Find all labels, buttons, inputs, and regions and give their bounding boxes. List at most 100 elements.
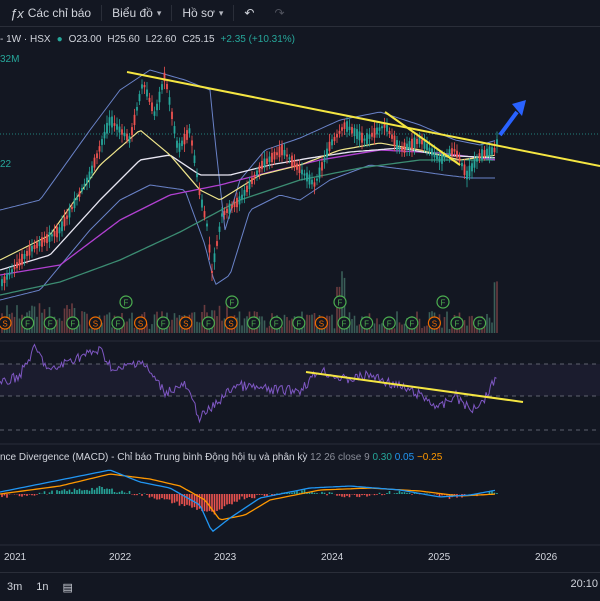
volume-bar [239, 312, 241, 333]
candle [251, 178, 253, 184]
macd-histogram-bar [134, 494, 136, 495]
macd-histogram-bar [386, 493, 388, 494]
candle [106, 123, 108, 134]
volume-bar [174, 313, 176, 333]
macd-histogram-bar [339, 494, 341, 496]
volume-bar [244, 318, 246, 333]
candle [276, 152, 278, 155]
candle [269, 157, 271, 163]
x-axis-label: 2023 [214, 552, 236, 563]
candle [369, 134, 371, 139]
volume-bar [469, 316, 471, 333]
macd-histogram-bar [64, 489, 66, 494]
volume-bar [371, 329, 373, 333]
event-marker-label: S [183, 320, 188, 329]
clock: 20:10 [570, 578, 598, 590]
candle [109, 117, 111, 125]
candle [279, 146, 281, 157]
volume-bar [306, 315, 308, 333]
candle [316, 179, 318, 181]
candle [19, 259, 21, 266]
macd-histogram-bar [146, 494, 148, 495]
macd-histogram-bar [399, 491, 401, 494]
volume-bar [64, 308, 66, 333]
candle [41, 237, 43, 247]
candle [284, 150, 286, 156]
candle [349, 127, 351, 130]
macd-histogram-bar [496, 493, 498, 494]
volume-bar [446, 312, 448, 333]
candle [154, 111, 156, 116]
candle [181, 141, 183, 146]
macd-histogram-bar [116, 493, 118, 494]
candle [211, 271, 213, 273]
event-marker-label: F [251, 320, 256, 329]
candle [61, 221, 63, 231]
volume-bar [399, 322, 401, 333]
candle [434, 152, 436, 158]
candle [146, 90, 148, 97]
candle [11, 269, 13, 272]
candle [196, 174, 198, 177]
candle [169, 97, 171, 105]
macd-histogram-bar [349, 494, 351, 497]
candle [429, 148, 431, 152]
volume-bar [194, 312, 196, 333]
macd-histogram-bar [141, 494, 143, 496]
candle [406, 144, 408, 150]
candle [29, 246, 31, 256]
macd-histogram-bar [436, 494, 438, 495]
candle [299, 166, 301, 173]
candle [481, 149, 483, 159]
candle [326, 149, 328, 158]
volume-bar [281, 327, 283, 333]
volume-bar [151, 324, 153, 333]
macd-histogram-bar [154, 494, 156, 498]
candle [376, 128, 378, 135]
candle [364, 139, 366, 141]
candle [261, 161, 263, 169]
arrow-shaft [500, 112, 517, 135]
candle [156, 104, 158, 110]
volume-bar [419, 319, 421, 333]
volume-bar [241, 325, 243, 333]
macd-histogram-bar [326, 494, 328, 495]
candle [136, 107, 138, 111]
macd-histogram-bar [251, 494, 253, 498]
calendar-icon[interactable]: ▤ [56, 581, 80, 594]
macd-histogram-bar [359, 494, 361, 497]
macd-histogram-bar [374, 494, 376, 495]
volume-bar [449, 329, 451, 333]
event-marker-label: S [2, 320, 7, 329]
macd-histogram-bar [231, 494, 233, 504]
candle [131, 127, 133, 135]
macd-histogram-bar [364, 494, 366, 495]
candle [209, 244, 211, 252]
candle [431, 149, 433, 156]
candle [84, 184, 86, 187]
macd-histogram-bar [119, 492, 121, 494]
event-marker-label: F [116, 320, 121, 329]
candle [381, 126, 383, 128]
candle [314, 182, 316, 186]
macd-histogram-bar [124, 492, 126, 494]
range-1n-button[interactable]: 1n [29, 581, 55, 593]
macd-histogram-bar [121, 491, 123, 494]
range-3m-button[interactable]: 3m [0, 581, 29, 593]
volume-bar [489, 318, 491, 333]
event-marker-label: F [364, 320, 369, 329]
volume-bar [359, 324, 361, 333]
macd-title: nce Divergence (MACD) - Chỉ báo Trung bì… [0, 452, 307, 463]
candle [301, 170, 303, 175]
macd-histogram-bar [356, 494, 358, 497]
macd-histogram-bar [409, 493, 411, 494]
candle [6, 274, 8, 280]
macd-histogram-bar [81, 490, 83, 494]
candle [171, 112, 173, 119]
volume-bar [59, 318, 61, 333]
macd-histogram-bar [291, 493, 293, 494]
macd-histogram-bar [166, 494, 168, 499]
rsi-band [0, 364, 600, 396]
event-marker-label: S [138, 320, 143, 329]
